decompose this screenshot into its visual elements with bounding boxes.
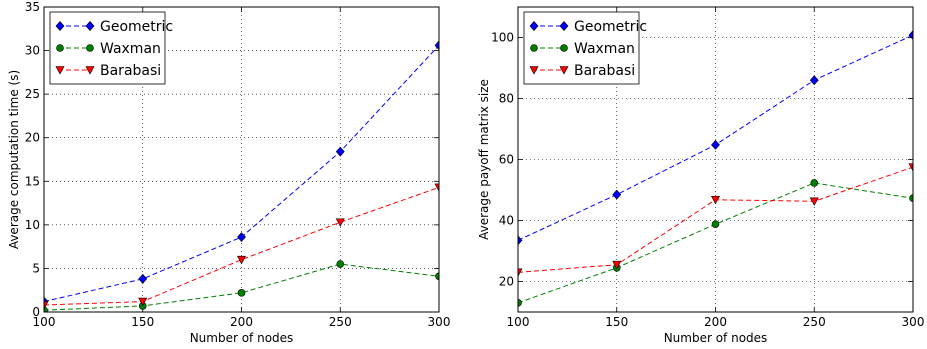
- y-tick-label: 40: [499, 214, 514, 228]
- y-tick-label: 0: [32, 305, 40, 319]
- data-point: [530, 44, 538, 52]
- legend-label: Barabasi: [100, 63, 161, 79]
- data-point: [237, 232, 246, 243]
- plot-frame: [517, 6, 914, 313]
- data-point: [810, 179, 819, 187]
- x-tick-label: 200: [230, 315, 253, 329]
- x-tick-label: 250: [803, 315, 826, 329]
- data-point: [518, 268, 523, 277]
- legend-label: Barabasi: [574, 63, 635, 79]
- data-point: [44, 306, 48, 312]
- x-tick-label: 150: [131, 315, 154, 329]
- data-point: [237, 255, 246, 265]
- y-tick-label: 5: [32, 261, 40, 275]
- data-point: [55, 66, 65, 75]
- x-tick-label: 200: [704, 315, 727, 329]
- data-point: [138, 297, 148, 307]
- series-waxman: [44, 260, 439, 312]
- legend: Geometric Waxman Barabasi: [49, 11, 173, 85]
- data-point: [434, 40, 439, 51]
- data-point: [336, 260, 345, 268]
- chart-2: 100 150 200 250 300 20 40 60 80 100 Number of node…: [477, 6, 925, 345]
- data-point: [85, 66, 95, 75]
- data-point: [335, 218, 345, 227]
- data-point: [612, 189, 622, 200]
- data-point: [435, 272, 439, 281]
- data-point: [612, 260, 622, 270]
- data-point: [559, 21, 569, 31]
- y-tick-label: 80: [499, 92, 514, 106]
- legend-label: Geometric: [574, 19, 647, 35]
- data-point: [909, 194, 913, 203]
- data-point: [908, 163, 913, 172]
- x-axis-label: Number of nodes: [664, 331, 768, 345]
- y-tick-label: 30: [25, 44, 40, 58]
- data-point: [560, 44, 568, 52]
- data-point: [237, 289, 246, 297]
- plot-frame: [43, 6, 440, 313]
- data-point: [518, 299, 522, 307]
- data-point: [711, 195, 720, 205]
- x-tick-label: 150: [605, 315, 628, 329]
- y-tick-label: 60: [499, 153, 514, 167]
- y-axis-label: Average computation time (s): [7, 70, 21, 249]
- legend-label: Geometric: [100, 19, 173, 35]
- data-point: [529, 66, 539, 75]
- data-point: [711, 139, 720, 150]
- data-point: [809, 197, 819, 206]
- y-tick-label: 35: [25, 0, 40, 14]
- data-point: [434, 183, 439, 193]
- data-point: [529, 21, 539, 31]
- data-point: [809, 75, 819, 86]
- data-point: [518, 235, 523, 246]
- data-point: [56, 44, 64, 52]
- x-tick-label: 250: [329, 315, 352, 329]
- series-line: [44, 263, 439, 311]
- x-tick-label: 100: [507, 315, 530, 329]
- y-tick-label: 10: [25, 218, 40, 232]
- data-point: [44, 301, 49, 310]
- x-tick-label: 100: [33, 315, 56, 329]
- y-tick-label: 20: [25, 131, 40, 145]
- chart-1: 100 150 200 250 300 0 5 10 15 20 25 30 35 Number of n…: [7, 0, 450, 345]
- x-tick-label: 300: [428, 315, 451, 329]
- y-tick-label: 20: [499, 275, 514, 289]
- data-point: [86, 44, 94, 52]
- x-axis-label: Number of nodes: [190, 331, 294, 345]
- legend-label: Waxman: [100, 41, 161, 57]
- legend-label: Waxman: [574, 41, 635, 57]
- y-tick-label: 15: [25, 174, 40, 188]
- data-point: [138, 273, 148, 284]
- data-point: [711, 220, 720, 228]
- series-line: [44, 186, 439, 306]
- series-barabasi: [518, 163, 913, 277]
- data-point: [559, 66, 569, 75]
- data-point: [335, 146, 345, 157]
- x-tick-label: 300: [902, 315, 925, 329]
- legend: Geometric Waxman Barabasi: [523, 11, 647, 85]
- data-point: [85, 21, 95, 31]
- series-barabasi: [44, 183, 439, 310]
- data-point: [908, 30, 913, 41]
- y-tick-label: 25: [25, 87, 40, 101]
- series-geometric: [518, 30, 913, 246]
- y-tick-label: 100: [491, 31, 514, 45]
- data-point: [55, 21, 65, 31]
- y-axis-label: Average payoff matrix size: [477, 79, 491, 240]
